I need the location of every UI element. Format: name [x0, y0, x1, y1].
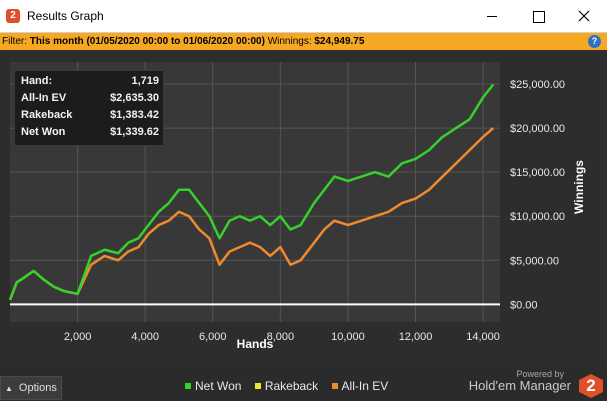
x-axis-label: Hands [237, 337, 274, 351]
close-icon[interactable] [561, 0, 607, 33]
legend-item-net-won[interactable]: Net Won [185, 379, 241, 393]
winnings-value: $24,949.75 [314, 36, 365, 47]
stat-net-won-value: $1,339.62 [110, 126, 159, 138]
chart-legend: Net Won Rakeback All-In EV [185, 379, 398, 393]
legend-swatch [331, 383, 338, 389]
x-tick-label: 14,000 [466, 331, 500, 343]
legend-item-rakeback[interactable]: Rakeback [254, 379, 319, 393]
legend-swatch [185, 383, 191, 389]
x-tick-label: 12,000 [399, 331, 433, 343]
minimize-icon[interactable] [469, 0, 515, 33]
stat-rakeback-value: $1,383.42 [110, 109, 159, 121]
y-tick-label: $15,000.00 [510, 167, 565, 179]
y-tick-label: $10,000.00 [510, 211, 565, 223]
powered-by-text: Powered by [516, 369, 564, 379]
stat-hand: Hand: 1,719 [21, 75, 159, 91]
results-chart-area: 2,000 4,000 6,000 8,000 10,000 12,000 14,000 $… [0, 50, 607, 366]
stat-net-won: Net Won $1,339.62 [21, 126, 159, 142]
y-tick-label: $0.00 [510, 299, 538, 311]
window-title: Results Graph [27, 9, 104, 23]
stat-hand-label: Hand: [21, 75, 53, 87]
stat-rakeback: Rakeback $1,383.42 [21, 109, 159, 125]
stat-rakeback-label: Rakeback [21, 109, 73, 121]
x-tick-label: 4,000 [131, 331, 159, 343]
stat-allin-ev-label: All-In EV [21, 92, 67, 104]
y-tick-label: $20,000.00 [510, 123, 565, 135]
help-icon[interactable]: ? [588, 35, 601, 48]
legend-swatch [254, 383, 261, 389]
legend-label: All-In EV [341, 379, 389, 393]
filter-value: This month (01/05/2020 00:00 to 01/06/20… [29, 36, 265, 47]
x-axis-ticks: 2,000 4,000 6,000 8,000 10,000 12,000 14,000 [64, 331, 500, 343]
legend-label: Rakeback [264, 379, 319, 393]
bottom-bar: ▲ Options Net Won Rakeback All-In EV Powe… [0, 366, 607, 401]
caret-up-icon: ▲ [5, 384, 13, 393]
options-label: Options [18, 382, 57, 394]
brand-name: Hold'em Manager [468, 378, 571, 393]
stat-allin-ev-value: $2,635.30 [110, 92, 159, 104]
options-button[interactable]: ▲ Options [0, 376, 62, 400]
stat-allin-ev: All-In EV $2,635.30 [21, 92, 159, 108]
y-tick-label: $25,000.00 [510, 79, 565, 91]
stat-net-won-label: Net Won [21, 126, 66, 138]
holdem-manager-logo-icon: 2 [579, 374, 603, 398]
x-tick-label: 6,000 [199, 331, 227, 343]
y-axis-label: Winnings [572, 160, 586, 214]
holdem-manager-2-icon: 2 [6, 9, 20, 23]
y-axis-ticks: $0.00 $5,000.00 $10,000.00 $15,000.00 $20,00… [510, 79, 565, 311]
y-tick-label: $5,000.00 [510, 255, 559, 267]
legend-item-all-in-ev[interactable]: All-In EV [331, 379, 389, 393]
filter-bar[interactable]: Filter: This month (01/05/2020 00:00 to … [0, 33, 607, 50]
filter-label: Filter: [2, 36, 27, 47]
x-tick-label: 2,000 [64, 331, 92, 343]
x-tick-label: 8,000 [267, 331, 295, 343]
stat-hand-value: 1,719 [131, 75, 159, 87]
series-lines [8, 83, 500, 306]
title-bar: 2 Results Graph [0, 0, 607, 33]
results-chart: 2,000 4,000 6,000 8,000 10,000 12,000 14,000 $… [8, 62, 586, 351]
maximize-icon[interactable] [515, 0, 561, 33]
stats-tooltip: Hand: 1,719 All-In EV $2,635.30 Rakeback… [14, 70, 164, 146]
legend-label: Net Won [195, 379, 242, 393]
winnings-label: Winnings: [267, 36, 312, 47]
x-tick-label: 10,000 [331, 331, 365, 343]
series-line-net-won [8, 83, 495, 301]
